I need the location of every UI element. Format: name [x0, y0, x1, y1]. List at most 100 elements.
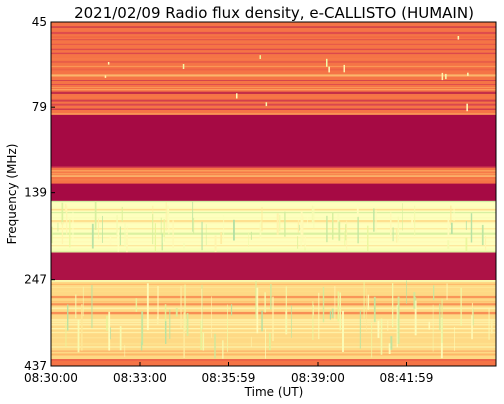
chart-title: 2021/02/09 Radio flux density, e-CALLIST… [74, 4, 474, 22]
heatmap-line [51, 363, 496, 366]
heatmap-burst [380, 318, 383, 355]
y-axis-label: Frequency (MHz) [5, 144, 19, 245]
plot-frame [50, 21, 497, 367]
heatmap-burst [117, 229, 119, 252]
heatmap-burst [193, 217, 195, 234]
heatmap-line [51, 237, 496, 239]
heatmap-burst [223, 215, 225, 241]
heatmap-burst [211, 296, 212, 338]
heatmap-line [51, 245, 496, 247]
heatmap-spot [457, 36, 460, 40]
heatmap-burst [428, 321, 431, 330]
heatmap-burst [470, 213, 473, 243]
heatmap-line [51, 179, 496, 181]
heatmap-burst [94, 201, 97, 230]
heatmap-burst [342, 310, 344, 352]
heatmap-burst [374, 298, 376, 312]
heatmap-burst [69, 219, 71, 248]
heatmap-burst [168, 215, 170, 235]
x-axis-label: Time (UT) [244, 385, 304, 399]
heatmap-burst [465, 221, 467, 230]
heatmap-burst [367, 294, 370, 310]
heatmap-burst [119, 326, 122, 351]
heatmap-burst [300, 211, 303, 235]
heatmap-burst [451, 222, 453, 234]
heatmap-burst [453, 205, 455, 222]
heatmap-burst [285, 286, 287, 333]
heatmap-burst [65, 322, 67, 347]
heatmap-burst [414, 205, 416, 236]
heatmap-burst [192, 201, 194, 232]
heatmap-spot [259, 55, 261, 59]
heatmap-band [51, 183, 496, 201]
heatmap-burst [180, 286, 182, 328]
heatmap-burst [154, 223, 156, 252]
heatmap-burst [284, 211, 286, 237]
heatmap-burst [312, 301, 314, 340]
heatmap-burst [465, 237, 468, 252]
heatmap-burst [126, 232, 128, 253]
heatmap-burst [375, 209, 377, 232]
y-tick-label: 437 [24, 359, 47, 373]
heatmap-burst [116, 215, 118, 237]
heatmap-line [51, 80, 496, 81]
heatmap-burst [152, 214, 154, 245]
heatmap-line [51, 208, 496, 211]
heatmap-line [51, 43, 496, 45]
heatmap-burst [481, 224, 484, 246]
heatmap-burst [61, 202, 64, 225]
heatmap-burst [261, 207, 263, 232]
heatmap-burst [165, 321, 167, 344]
heatmap-burst [160, 217, 162, 235]
heatmap-burst [172, 220, 174, 248]
heatmap-burst [392, 227, 394, 242]
heatmap-burst [485, 236, 487, 252]
heatmap-band [51, 252, 496, 280]
heatmap-line [51, 36, 496, 38]
heatmap-burst [81, 304, 83, 351]
heatmap-burst [167, 205, 169, 228]
heatmap-burst [109, 235, 112, 245]
heatmap-spot [467, 72, 469, 76]
heatmap-line [51, 91, 496, 94]
heatmap-burst [392, 283, 394, 328]
heatmap-line [51, 175, 496, 177]
heatmap-line [51, 350, 496, 352]
heatmap-burst [344, 231, 346, 246]
heatmap-line [51, 108, 496, 110]
heatmap-burst [141, 311, 144, 345]
heatmap-burst [396, 229, 398, 243]
heatmap-burst [214, 235, 217, 253]
heatmap-line [51, 52, 496, 55]
heatmap-spot [236, 93, 238, 99]
heatmap-burst [297, 236, 299, 249]
heatmap-burst [165, 201, 167, 231]
heatmap-burst [450, 205, 452, 225]
heatmap-burst [371, 321, 373, 358]
heatmap-line [51, 342, 496, 345]
heatmap-line [51, 31, 496, 35]
heatmap-burst [250, 336, 252, 347]
heatmap-line [51, 99, 496, 102]
heatmap-burst [201, 288, 203, 330]
heatmap-line [51, 65, 496, 67]
spectrogram-heatmap [51, 22, 496, 366]
heatmap-burst [231, 304, 233, 316]
heatmap-burst [169, 309, 171, 339]
heatmap-burst [248, 231, 249, 248]
heatmap-line [51, 280, 496, 282]
heatmap-burst [265, 328, 266, 359]
heatmap-burst [411, 215, 414, 228]
heatmap-burst [337, 213, 340, 230]
heatmap-line [51, 84, 496, 85]
heatmap-line [51, 241, 496, 243]
heatmap-burst [337, 291, 339, 322]
heatmap-burst [270, 284, 272, 310]
heatmap-burst [447, 240, 450, 249]
heatmap-burst [214, 333, 216, 359]
heatmap-burst [256, 287, 259, 334]
heatmap-burst [75, 294, 77, 319]
heatmap-burst [366, 288, 367, 331]
heatmap-burst [200, 320, 202, 351]
